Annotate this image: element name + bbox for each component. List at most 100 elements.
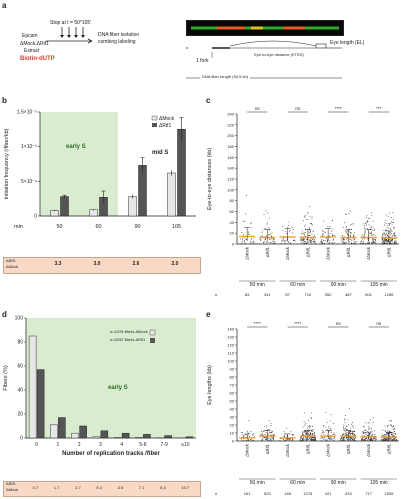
y-tick-label: 240 xyxy=(227,112,234,117)
n-value: 161 xyxy=(244,491,251,496)
data-point xyxy=(272,242,274,244)
y-tick-label: 140 xyxy=(227,166,234,171)
data-point xyxy=(395,440,396,442)
data-point xyxy=(271,431,273,433)
data-point xyxy=(303,437,305,439)
data-point xyxy=(381,241,383,243)
data-point xyxy=(329,243,330,245)
data-point xyxy=(340,438,342,439)
data-point xyxy=(325,237,327,239)
data-point xyxy=(341,439,343,441)
x-tick-label-d: 3 xyxy=(99,442,102,448)
data-point xyxy=(349,438,350,440)
data-point xyxy=(259,243,261,245)
data-point xyxy=(386,227,388,229)
data-point xyxy=(384,240,386,242)
data-point xyxy=(388,431,390,433)
data-point xyxy=(349,439,351,441)
sig-label: ns xyxy=(295,106,301,111)
data-point xyxy=(348,228,350,230)
legend-swatch-rif-b xyxy=(152,123,157,127)
data-point xyxy=(305,422,307,424)
data-point xyxy=(305,439,307,441)
data-point xyxy=(343,427,345,428)
data-point xyxy=(241,242,243,244)
data-point xyxy=(299,439,301,441)
data-point xyxy=(346,231,348,233)
data-point xyxy=(305,215,307,217)
y-tick-label-d: 100 xyxy=(15,316,24,322)
data-point xyxy=(265,437,267,439)
data-point xyxy=(311,429,313,431)
data-point xyxy=(241,241,243,243)
data-point xyxy=(350,231,352,233)
data-point xyxy=(352,233,354,235)
data-point xyxy=(286,438,288,440)
data-point xyxy=(265,426,267,428)
data-point xyxy=(387,426,389,428)
data-point xyxy=(389,222,391,224)
data-point xyxy=(371,232,372,234)
data-point xyxy=(349,232,351,233)
data-point xyxy=(393,431,395,433)
data-point xyxy=(384,431,386,432)
data-point xyxy=(343,428,345,430)
data-point xyxy=(314,439,316,441)
data-point xyxy=(268,420,270,422)
data-point xyxy=(269,431,270,433)
data-point xyxy=(371,212,373,214)
data-point xyxy=(342,234,343,236)
data-point xyxy=(367,241,369,243)
data-point xyxy=(368,241,370,243)
data-point xyxy=(308,231,310,233)
data-point xyxy=(325,426,327,428)
bar-mock-d xyxy=(28,335,37,439)
data-point xyxy=(371,242,373,244)
data-point xyxy=(310,241,312,243)
data-point xyxy=(321,234,323,236)
data-point xyxy=(369,232,371,234)
data-point xyxy=(268,228,270,230)
data-point xyxy=(282,229,284,231)
data-point xyxy=(286,427,288,429)
data-point xyxy=(361,431,363,433)
data-point xyxy=(362,238,364,240)
data-point xyxy=(351,438,353,440)
data-point xyxy=(252,241,254,243)
data-point xyxy=(348,213,350,214)
data-point xyxy=(353,232,355,234)
data-point xyxy=(268,227,270,229)
data-point xyxy=(365,438,366,440)
data-point xyxy=(394,235,396,237)
data-point xyxy=(266,429,268,431)
data-point xyxy=(329,240,331,242)
data-point xyxy=(303,239,304,240)
data-point xyxy=(304,438,306,440)
data-point xyxy=(345,415,347,416)
bar-mock xyxy=(167,172,176,217)
x-tick-label-b: 60 xyxy=(95,224,101,230)
data-point xyxy=(310,433,312,435)
data-point xyxy=(362,439,364,440)
data-point xyxy=(247,431,249,433)
data-point xyxy=(393,425,395,427)
data-point xyxy=(363,223,365,225)
data-point xyxy=(269,437,271,439)
data-point xyxy=(308,434,310,436)
data-point xyxy=(361,438,362,440)
condition-label: ΔMock xyxy=(245,246,250,260)
data-point xyxy=(373,242,374,244)
data-point xyxy=(371,438,373,440)
data-point xyxy=(373,238,375,240)
data-point xyxy=(355,242,357,244)
data-point xyxy=(347,439,349,440)
data-point xyxy=(330,432,332,434)
data-point xyxy=(261,235,263,237)
data-point xyxy=(306,243,308,245)
data-point xyxy=(282,239,284,241)
data-point xyxy=(393,440,395,442)
data-point xyxy=(312,439,314,441)
data-point xyxy=(302,240,304,241)
data-point xyxy=(353,235,354,237)
data-point xyxy=(390,424,392,426)
